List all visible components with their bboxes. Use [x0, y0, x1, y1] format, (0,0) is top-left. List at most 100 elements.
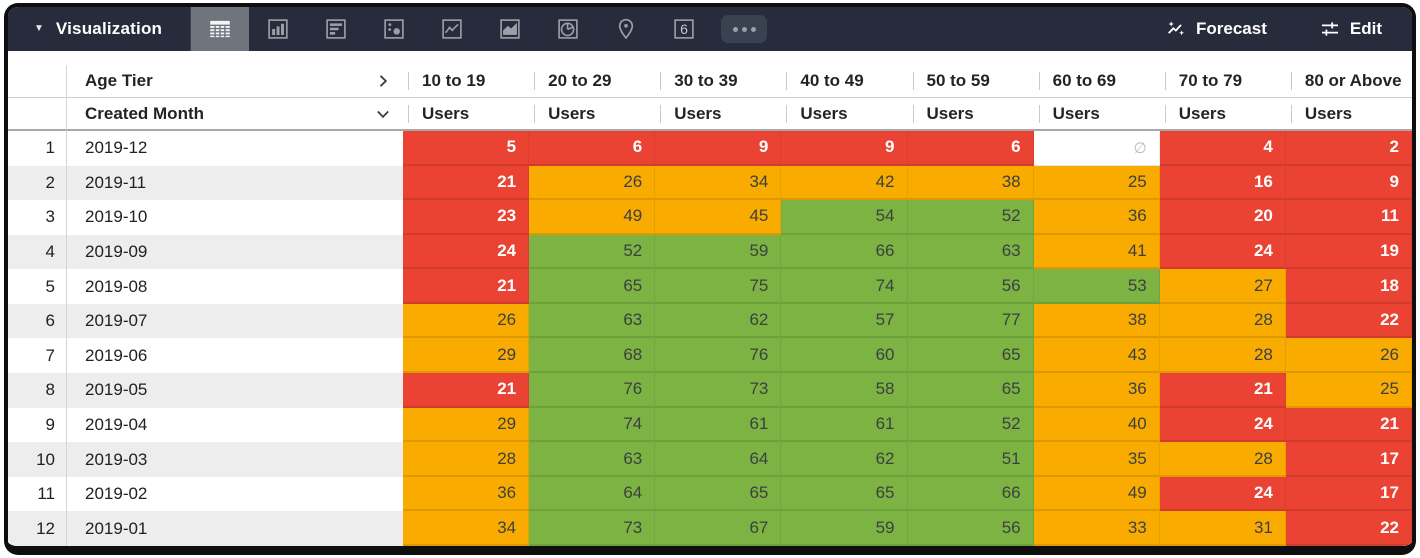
value-cell[interactable]: 54: [781, 200, 908, 235]
value-cell[interactable]: 36: [1033, 200, 1160, 235]
row-field-header[interactable]: Created Month: [66, 98, 403, 131]
value-cell[interactable]: 35: [1033, 442, 1160, 477]
value-cell[interactable]: 62: [655, 303, 782, 339]
value-cell[interactable]: 38: [907, 165, 1034, 201]
measure-header-7[interactable]: Users: [1285, 98, 1412, 131]
measure-header-0[interactable]: Users: [403, 98, 530, 131]
value-cell[interactable]: 6: [907, 131, 1034, 166]
value-cell[interactable]: 42: [781, 165, 908, 201]
measure-header-4[interactable]: Users: [907, 98, 1034, 131]
value-cell[interactable]: 21: [1159, 373, 1286, 408]
value-cell[interactable]: 24: [1159, 407, 1286, 443]
value-cell[interactable]: 28: [1159, 338, 1286, 374]
value-cell[interactable]: 4: [1159, 131, 1286, 166]
value-cell[interactable]: 65: [655, 476, 782, 512]
value-cell[interactable]: 24: [1159, 234, 1286, 270]
value-cell[interactable]: 43: [1033, 338, 1160, 374]
value-cell[interactable]: 45: [655, 200, 782, 235]
value-cell[interactable]: 62: [781, 442, 908, 477]
value-cell[interactable]: 33: [1033, 511, 1160, 546]
value-cell[interactable]: 22: [1285, 303, 1412, 339]
value-cell[interactable]: 63: [907, 234, 1034, 270]
column-header-7[interactable]: 80 or Above: [1285, 65, 1412, 98]
value-cell[interactable]: 66: [907, 476, 1034, 512]
value-cell[interactable]: 9: [655, 131, 782, 166]
value-cell[interactable]: 21: [403, 373, 530, 408]
month-cell[interactable]: 2019-11: [66, 165, 403, 201]
value-cell[interactable]: 36: [403, 476, 530, 512]
value-cell[interactable]: 31: [1159, 511, 1286, 546]
value-cell[interactable]: 74: [529, 407, 656, 443]
value-cell[interactable]: 56: [907, 269, 1034, 304]
value-cell[interactable]: 65: [907, 338, 1034, 374]
value-cell[interactable]: 34: [655, 165, 782, 201]
value-cell[interactable]: 22: [1285, 511, 1412, 546]
value-cell[interactable]: 40: [1033, 407, 1160, 443]
month-cell[interactable]: 2019-09: [66, 234, 403, 270]
value-cell[interactable]: 25: [1285, 373, 1412, 408]
chart-type-area[interactable]: [481, 7, 539, 51]
edit-button[interactable]: Edit: [1319, 18, 1382, 40]
value-cell[interactable]: 41: [1033, 234, 1160, 270]
value-cell[interactable]: 16: [1159, 165, 1286, 201]
column-header-2[interactable]: 30 to 39: [655, 65, 782, 98]
value-cell[interactable]: 52: [529, 234, 656, 270]
pivot-field-header[interactable]: Age Tier: [66, 65, 403, 98]
value-cell[interactable]: 20: [1159, 200, 1286, 235]
month-cell[interactable]: 2019-03: [66, 442, 403, 477]
value-cell[interactable]: 28: [1159, 303, 1286, 339]
month-cell[interactable]: 2019-04: [66, 407, 403, 443]
value-cell[interactable]: 64: [655, 442, 782, 477]
value-cell[interactable]: 26: [1285, 338, 1412, 374]
value-cell[interactable]: 21: [403, 269, 530, 304]
column-header-0[interactable]: 10 to 19: [403, 65, 530, 98]
visualization-section-toggle[interactable]: ▼ Visualization: [8, 7, 192, 51]
month-cell[interactable]: 2019-02: [66, 476, 403, 512]
forecast-button[interactable]: Forecast: [1165, 18, 1267, 40]
month-cell[interactable]: 2019-10: [66, 200, 403, 235]
value-cell[interactable]: 28: [403, 442, 530, 477]
value-cell[interactable]: 19: [1285, 234, 1412, 270]
chart-type-pie[interactable]: [539, 7, 597, 51]
value-cell[interactable]: 58: [781, 373, 908, 408]
value-cell[interactable]: 26: [529, 165, 656, 201]
value-cell[interactable]: 73: [655, 373, 782, 408]
value-cell[interactable]: 63: [529, 303, 656, 339]
measure-header-5[interactable]: Users: [1033, 98, 1160, 131]
value-cell[interactable]: 2: [1285, 131, 1412, 166]
value-cell[interactable]: 29: [403, 338, 530, 374]
measure-header-3[interactable]: Users: [781, 98, 908, 131]
value-cell[interactable]: 5: [403, 131, 530, 166]
month-cell[interactable]: 2019-06: [66, 338, 403, 374]
value-cell[interactable]: ∅: [1033, 131, 1160, 166]
month-cell[interactable]: 2019-01: [66, 511, 403, 546]
value-cell[interactable]: 63: [529, 442, 656, 477]
value-cell[interactable]: 23: [403, 200, 530, 235]
measure-header-1[interactable]: Users: [529, 98, 656, 131]
value-cell[interactable]: 59: [655, 234, 782, 270]
chart-type-table[interactable]: [191, 7, 250, 51]
value-cell[interactable]: 21: [403, 165, 530, 201]
column-header-6[interactable]: 70 to 79: [1159, 65, 1286, 98]
value-cell[interactable]: 24: [1159, 476, 1286, 512]
value-cell[interactable]: 53: [1033, 269, 1160, 304]
chart-type-map[interactable]: [597, 7, 655, 51]
value-cell[interactable]: 49: [1033, 476, 1160, 512]
value-cell[interactable]: 25: [1033, 165, 1160, 201]
value-cell[interactable]: 57: [781, 303, 908, 339]
value-cell[interactable]: 52: [907, 407, 1034, 443]
value-cell[interactable]: 9: [1285, 165, 1412, 201]
column-header-4[interactable]: 50 to 59: [907, 65, 1034, 98]
chart-type-line[interactable]: [423, 7, 481, 51]
more-chart-types-button[interactable]: [721, 15, 768, 43]
value-cell[interactable]: 61: [781, 407, 908, 443]
chart-type-scatter[interactable]: [365, 7, 423, 51]
value-cell[interactable]: 65: [529, 269, 656, 304]
value-cell[interactable]: 38: [1033, 303, 1160, 339]
value-cell[interactable]: 51: [907, 442, 1034, 477]
value-cell[interactable]: 67: [655, 511, 782, 546]
value-cell[interactable]: 49: [529, 200, 656, 235]
value-cell[interactable]: 18: [1285, 269, 1412, 304]
value-cell[interactable]: 75: [655, 269, 782, 304]
value-cell[interactable]: 56: [907, 511, 1034, 546]
